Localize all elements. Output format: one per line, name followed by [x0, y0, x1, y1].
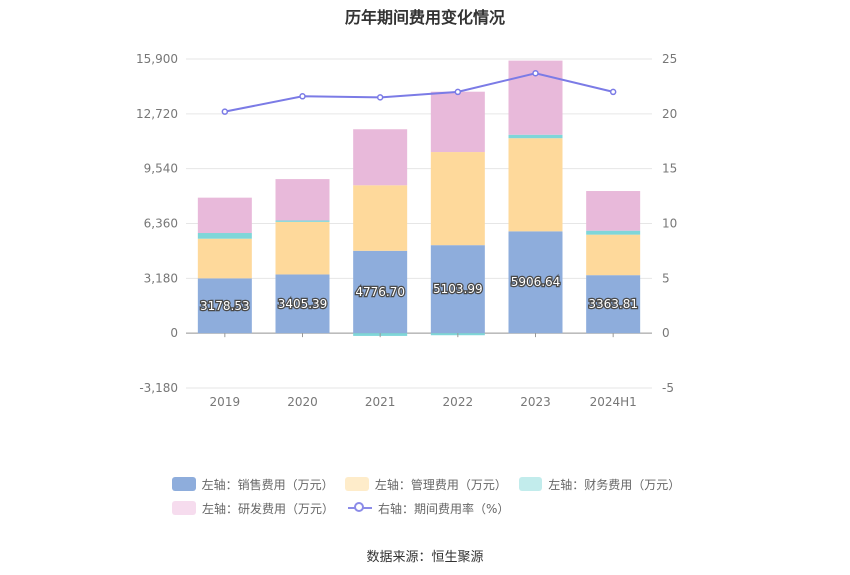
rate-point [221, 108, 229, 115]
bar-data-label: 4776.70 [355, 285, 405, 299]
right-tick-label: 15 [662, 162, 677, 176]
bar-admin [586, 234, 641, 276]
bar-finance [275, 220, 330, 222]
left-tick-label: 3,180 [144, 271, 178, 285]
bar-rd [430, 91, 485, 153]
legend-swatch-rate [348, 501, 373, 515]
bar-data-label: 3405.39 [278, 297, 328, 311]
bar-sales [197, 278, 252, 334]
legend: 左轴：销售费用（万元） 左轴：管理费用（万元） 左轴：财务费用（万元） 左轴：研… [172, 472, 692, 520]
data-source: 数据来源：恒生聚源 [366, 550, 484, 565]
legend-swatch-rd [172, 501, 196, 515]
bar-data-label: 5103.99 [433, 282, 483, 296]
left-tick-label: 6,360 [144, 217, 178, 231]
bar-rd [586, 191, 641, 231]
legend-item-rd[interactable]: 左轴：研发费用（万元） [172, 500, 334, 517]
bar-finance [197, 233, 252, 239]
bar-sales [508, 231, 563, 334]
left-tick-label: 0 [170, 326, 178, 340]
bar-admin [430, 152, 485, 246]
rate-point [299, 93, 306, 100]
bar-rd [353, 129, 408, 186]
x-tick-label: 2020 [287, 395, 318, 409]
rate-point [609, 88, 617, 96]
right-tick-label: 0 [662, 326, 670, 340]
bar-admin [353, 185, 408, 251]
x-tick-label: 2024H1 [590, 395, 637, 409]
bar-admin [197, 238, 252, 279]
bar-admin [275, 221, 330, 275]
left-tick-label: 15,900 [136, 52, 178, 66]
bar-admin [508, 138, 563, 232]
legend-label-admin: 左轴：管理费用（万元） [374, 477, 507, 492]
right-tick-label: 25 [662, 52, 677, 66]
rate-point [454, 88, 462, 96]
x-tick-label: 2021 [365, 395, 396, 409]
legend-item-sales[interactable]: 左轴：销售费用（万元） [172, 476, 334, 493]
rate-point [376, 94, 384, 101]
legend-swatch-admin [345, 477, 369, 491]
legend-label-finance: 左轴：财务费用（万元） [548, 477, 681, 492]
legend-label-rate: 右轴：期间费用率（%） [378, 501, 510, 516]
legend-swatch-finance [518, 477, 543, 491]
bar-sales [353, 250, 408, 334]
left-tick-label: 12,720 [136, 107, 178, 121]
bar-data-label: 3178.53 [200, 299, 250, 313]
left-tick-label: 9,540 [144, 162, 178, 176]
rate-point [532, 70, 539, 77]
bar-sales [586, 275, 641, 334]
legend-item-finance[interactable]: 左轴：财务费用（万元） [518, 476, 681, 493]
right-tick-label: -5 [662, 381, 674, 395]
bar-data-label: 5906.64 [511, 275, 561, 289]
legend-swatch-sales [172, 477, 196, 491]
bar-rd [275, 179, 330, 221]
bar-rd [197, 197, 252, 234]
bar-finance [586, 230, 641, 235]
x-tick-label: 2019 [210, 395, 241, 409]
bar-sales [275, 274, 330, 334]
legend-item-admin[interactable]: 左轴：管理费用（万元） [345, 476, 507, 493]
right-tick-label: 5 [662, 271, 670, 285]
legend-item-rate[interactable]: 右轴：期间费用率（%） [348, 500, 509, 517]
legend-label-rd: 左轴：研发费用（万元） [202, 501, 335, 516]
legend-label-sales: 左轴：销售费用（万元） [201, 477, 334, 492]
left-tick-label: -3,180 [139, 381, 178, 395]
x-tick-label: 2023 [520, 395, 551, 409]
x-tick-label: 2022 [443, 395, 474, 409]
bar-sales [430, 245, 485, 334]
chart-title: 历年期间费用变化情况 [344, 8, 505, 27]
bar-finance [508, 134, 563, 139]
right-tick-label: 20 [662, 107, 677, 121]
right-tick-label: 10 [662, 217, 677, 231]
rate-line [224, 72, 614, 113]
bar-data-label: 3363.81 [588, 297, 638, 311]
